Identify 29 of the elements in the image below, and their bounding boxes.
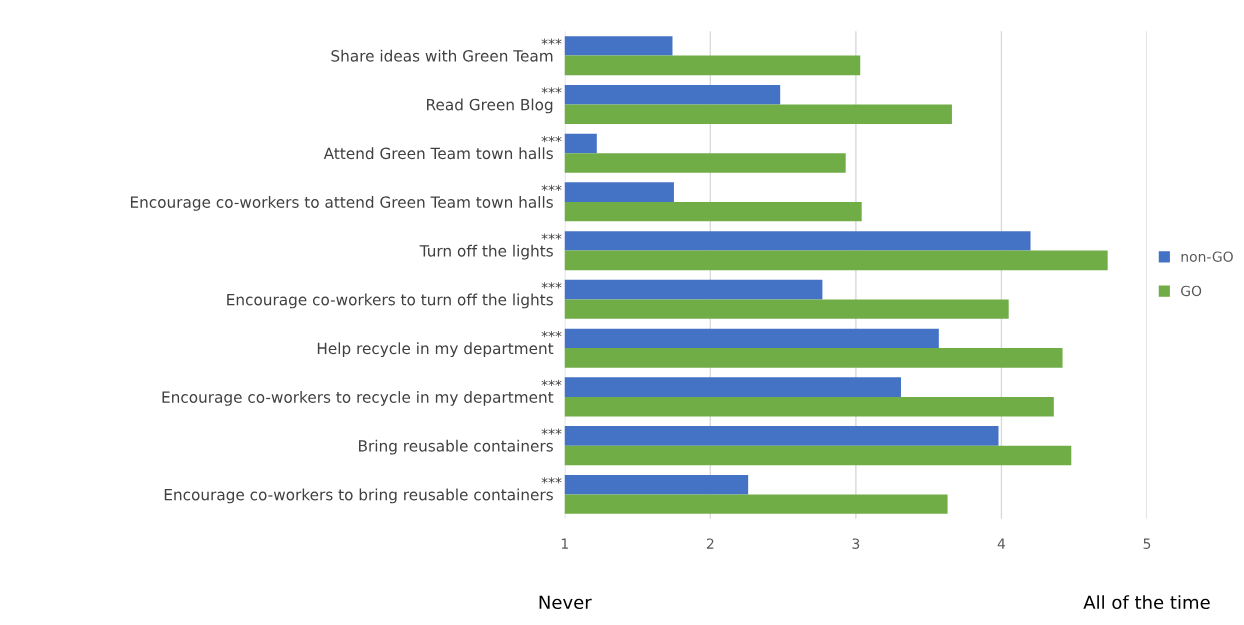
legend-label: non-GO — [1181, 251, 1233, 262]
y-tick-label: Encourage co-workers to attend Green Team town halls — [130, 196, 553, 211]
y-tick-label: Bring reusable containers — [359, 439, 553, 455]
x-tick-label: 5 — [1143, 538, 1151, 549]
y-tick-label: Encourage co-workers to recycle in my department — [162, 391, 554, 406]
annotation: *** — [541, 184, 562, 192]
annotation: *** — [541, 282, 562, 289]
y-tick-label: Share ideas with Green Team — [331, 49, 553, 62]
x-tick-label: 4 — [997, 538, 1006, 549]
y-tick-label: Encourage co-workers to turn off the lights — [227, 293, 553, 309]
annotation: *** — [541, 38, 562, 45]
annotation: *** — [541, 428, 562, 435]
y-tick-label: Turn off the lights — [419, 244, 553, 260]
legend-label: GO — [1181, 285, 1202, 297]
x-tick-label: 2 — [706, 538, 714, 549]
text: Never — [539, 595, 592, 610]
annotation: *** — [541, 330, 562, 338]
annotation: *** — [541, 477, 562, 484]
x-tick-label: 3 — [852, 538, 860, 549]
annotation: *** — [541, 379, 562, 387]
x-tick-label: 1 — [561, 538, 568, 549]
text: All of the time — [1083, 595, 1210, 610]
y-tick-label: Attend Green Team town halls — [323, 147, 553, 160]
annotation: *** — [541, 87, 562, 94]
annotation: *** — [541, 135, 562, 143]
y-tick-label: Help recycle in my department — [317, 342, 554, 358]
y-tick-label: Read Green Blog — [427, 98, 553, 114]
y-tick-label: Encourage co-workers to bring reusable containers — [164, 488, 553, 504]
annotation: *** — [541, 233, 562, 240]
